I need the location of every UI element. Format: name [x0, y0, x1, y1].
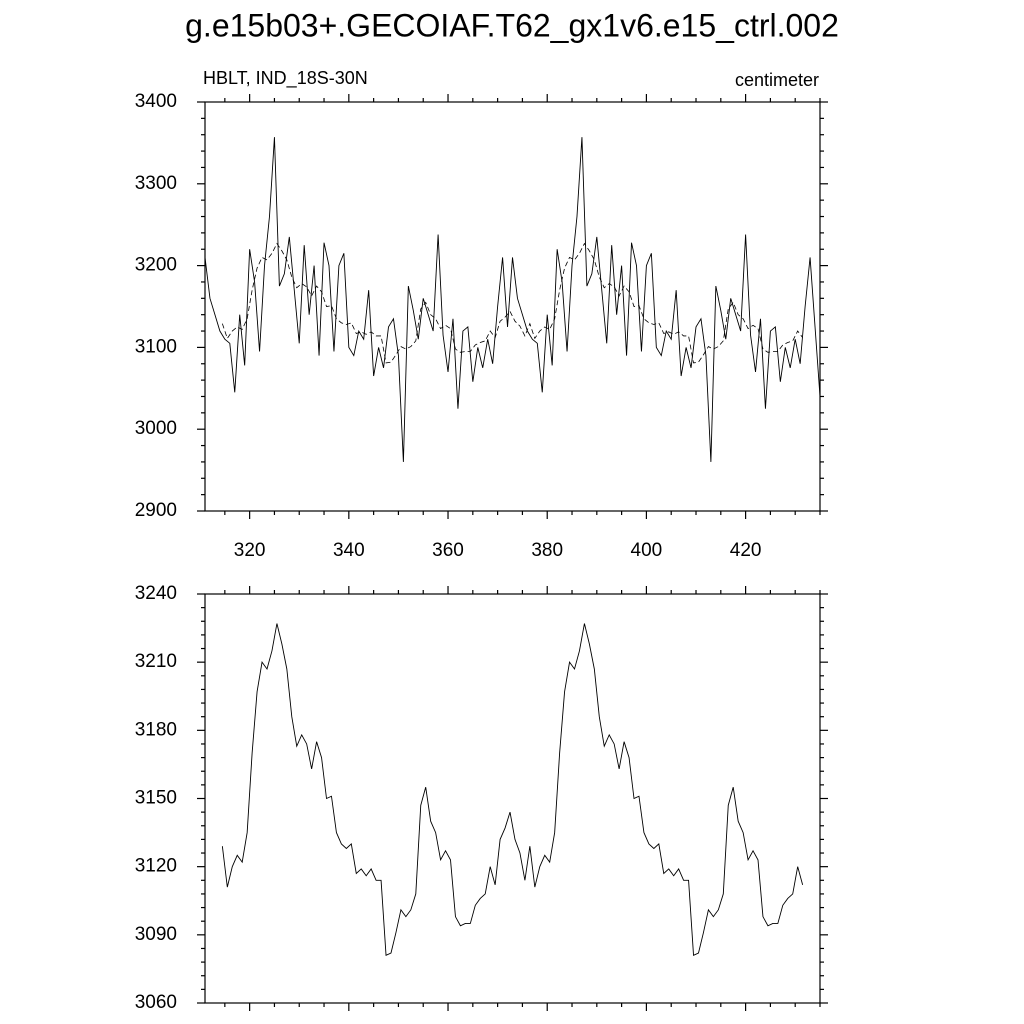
- y-tick-label: 3100: [135, 336, 177, 357]
- y-tick-label: 3210: [135, 651, 177, 672]
- y-tick-label: 3200: [135, 255, 177, 276]
- left-label: HBLT, IND_18S-30N: [203, 68, 368, 89]
- x-tick-label: 340: [333, 540, 365, 561]
- x-tick-label: 380: [531, 540, 563, 561]
- plot-frame: [204, 593, 821, 1004]
- y-tick-label: 3180: [135, 719, 177, 740]
- y-tick-label: 3090: [135, 924, 177, 945]
- page-title: g.e15b03+.GECOIAF.T62_gx1v6.e15_ctrl.002: [185, 7, 839, 43]
- plot-frame: [204, 101, 821, 512]
- y-tick-label: 3300: [135, 173, 177, 194]
- y-tick-label: 3120: [135, 856, 177, 877]
- x-tick-label: 420: [730, 540, 762, 561]
- y-tick-label: 3000: [135, 418, 177, 439]
- y-tick-label: 2900: [135, 500, 177, 521]
- data-line: [221, 623, 804, 956]
- x-tick-label: 360: [432, 540, 464, 561]
- y-tick-label: 3060: [135, 992, 177, 1013]
- x-tick-label: 400: [631, 540, 663, 561]
- y-tick-label: 3240: [135, 583, 177, 604]
- data-line: [204, 137, 821, 462]
- y-tick-label: 3150: [135, 788, 177, 809]
- x-tick-label: 320: [234, 540, 266, 561]
- right-label: centimeter: [735, 70, 819, 90]
- y-tick-label: 3400: [135, 91, 177, 112]
